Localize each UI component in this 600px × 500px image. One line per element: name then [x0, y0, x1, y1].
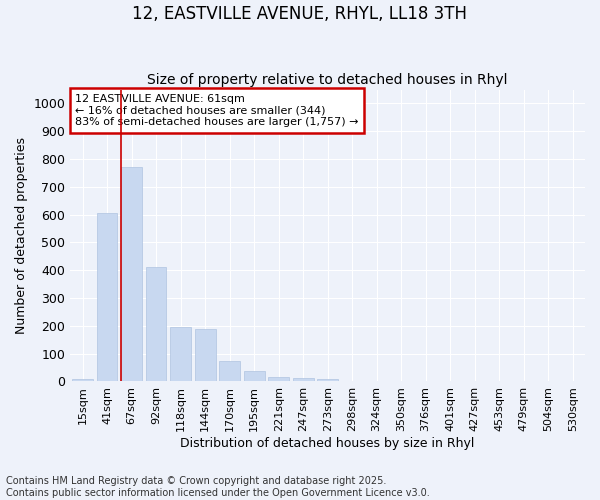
Bar [170, 327, 191, 382]
Text: 12 EASTVILLE AVENUE: 61sqm
← 16% of detached houses are smaller (344)
83% of sem: 12 EASTVILLE AVENUE: 61sqm ← 16% of deta… [76, 94, 359, 127]
Text: Contains HM Land Registry data © Crown copyright and database right 2025.
Contai: Contains HM Land Registry data © Crown c… [6, 476, 430, 498]
Bar [268, 378, 289, 382]
Bar [219, 360, 240, 382]
Title: Size of property relative to detached houses in Rhyl: Size of property relative to detached ho… [148, 73, 508, 87]
Bar [244, 371, 265, 382]
Y-axis label: Number of detached properties: Number of detached properties [15, 137, 28, 334]
Bar [293, 378, 314, 382]
Bar [317, 378, 338, 382]
Bar [146, 268, 166, 382]
Text: 12, EASTVILLE AVENUE, RHYL, LL18 3TH: 12, EASTVILLE AVENUE, RHYL, LL18 3TH [133, 5, 467, 23]
Bar [194, 328, 215, 382]
Bar [121, 168, 142, 382]
Bar [72, 378, 93, 382]
X-axis label: Distribution of detached houses by size in Rhyl: Distribution of detached houses by size … [181, 437, 475, 450]
Bar [97, 214, 118, 382]
